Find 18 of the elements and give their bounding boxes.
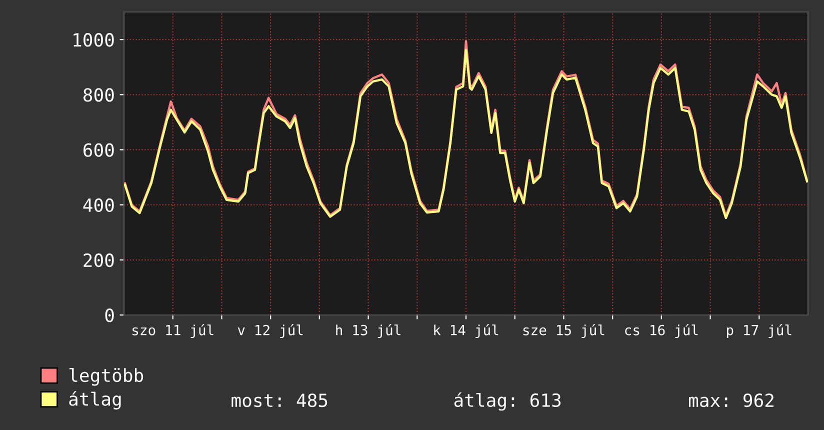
legend-label: átlag	[69, 391, 121, 410]
x-tick-label: h 13 júl	[336, 324, 400, 338]
legend-label: legtöbb	[69, 368, 144, 386]
text: most: 485	[232, 393, 328, 408]
text: max: 962	[689, 393, 774, 408]
x-tick-label: szo 11 júl	[132, 324, 214, 338]
y-tick-label: 0	[105, 308, 114, 322]
x-tick-label: k 14 júl	[434, 324, 498, 338]
x-tick-label: p 17 júl	[726, 324, 792, 338]
x-tick-label: sze 15 júl	[523, 324, 604, 338]
y-tick-label: 600	[84, 143, 114, 157]
x-tick-label: v 12 júl	[238, 324, 303, 338]
y-tick-label: 400	[83, 198, 114, 212]
y-tick-label: 200	[84, 253, 114, 268]
y-tick-label: 800	[84, 88, 114, 102]
x-tick-label: cs 16 júl	[625, 324, 698, 338]
text: átlag: 613	[454, 392, 561, 411]
y-tick-label: 1000	[74, 33, 114, 47]
